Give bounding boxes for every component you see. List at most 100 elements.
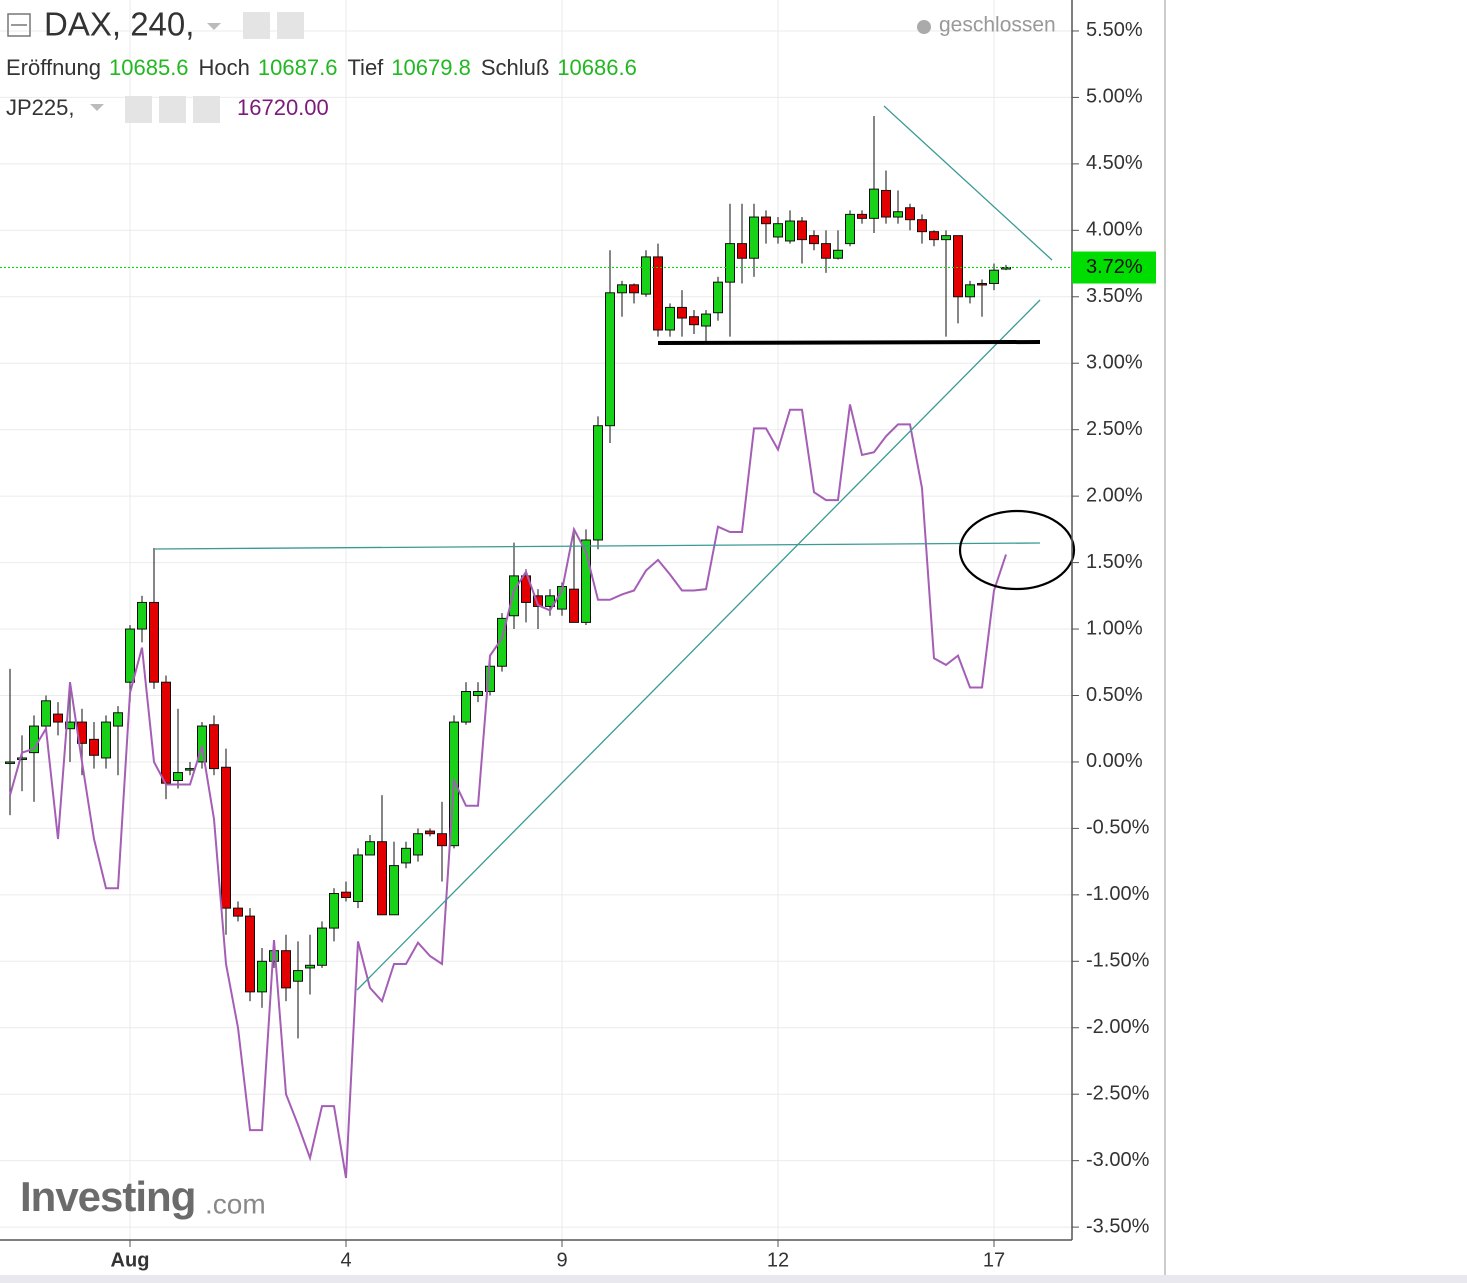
candle-body — [917, 219, 927, 233]
candle-body — [689, 316, 699, 326]
y-tick-label: 4.00% — [1086, 219, 1143, 241]
candle-body — [941, 235, 951, 241]
x-tick-label: 17 — [983, 1249, 1005, 1271]
y-tick-label: -1.00% — [1086, 883, 1150, 905]
candle-body — [341, 891, 351, 899]
candle-body — [113, 712, 123, 727]
candle-body — [773, 223, 783, 238]
compare-symbol: JP225, — [6, 95, 75, 120]
y-tick-label: -2.00% — [1086, 1016, 1150, 1038]
dropdown-icon[interactable] — [90, 104, 104, 111]
y-tick-label: 1.00% — [1086, 617, 1143, 639]
candle-body — [629, 284, 639, 294]
ohlc-label: Tief — [347, 55, 384, 80]
ohlc-value: 10679.8 — [391, 55, 471, 80]
candle-body — [641, 256, 651, 295]
candle-body — [809, 235, 819, 245]
bottom-strip — [0, 1275, 1467, 1283]
symbol: DAX, 240, — [44, 6, 194, 43]
eye-icon[interactable] — [125, 96, 152, 123]
candle-body — [401, 847, 411, 864]
y-tick-label: 3.00% — [1086, 352, 1143, 374]
x-tick-label: 9 — [556, 1249, 567, 1271]
y-tick-label: 0.50% — [1086, 684, 1143, 706]
y-tick-label: -1.50% — [1086, 950, 1150, 972]
candle-body — [881, 189, 891, 218]
candle-body — [869, 188, 879, 219]
candle-body — [785, 220, 795, 242]
candle-body — [521, 575, 531, 603]
candle-body — [437, 833, 447, 847]
logo-suffix: .com — [205, 1188, 266, 1219]
settings-icon[interactable] — [277, 12, 304, 39]
y-tick-label: 2.00% — [1086, 484, 1143, 506]
resistance-line — [154, 542, 1041, 550]
candle-body — [929, 231, 939, 241]
price-tag-label: 3.72% — [1086, 256, 1143, 278]
candle-body — [161, 681, 171, 784]
candle-body — [317, 927, 327, 966]
ohlc-value: 10687.6 — [258, 55, 338, 80]
ohlc-value: 10686.6 — [557, 55, 637, 80]
candle-body — [245, 915, 255, 993]
candle-body — [845, 213, 855, 245]
dropdown-icon[interactable] — [207, 23, 221, 30]
y-tick-label: 4.50% — [1086, 152, 1143, 174]
close-icon[interactable] — [193, 96, 220, 123]
candle-body — [617, 284, 627, 294]
candle-body — [377, 841, 387, 916]
ohlc-label: Schluß — [481, 55, 549, 80]
candle-body — [653, 256, 663, 331]
candle-body — [713, 281, 723, 314]
candle-body — [461, 691, 471, 723]
y-tick-label: 5.50% — [1086, 19, 1143, 41]
candle-body — [5, 761, 15, 764]
compare-value: 16720.00 — [237, 95, 329, 120]
candle-body — [65, 721, 75, 730]
trend-line — [356, 299, 1041, 991]
candle-body — [953, 235, 963, 298]
candle-body — [509, 575, 519, 617]
candle-body — [833, 249, 843, 259]
candle-body — [137, 601, 147, 630]
candle-body — [593, 425, 603, 541]
support-line — [657, 340, 1041, 345]
y-tick-label: -2.50% — [1086, 1082, 1150, 1104]
trend-line — [883, 105, 1053, 261]
candle-body — [569, 588, 579, 623]
candle-body — [41, 700, 51, 727]
candle-body — [149, 601, 159, 683]
candle-body — [125, 628, 135, 683]
candle-body — [425, 830, 435, 835]
candle-body — [497, 617, 507, 667]
candle-body — [281, 950, 291, 989]
eye-icon[interactable] — [243, 12, 270, 39]
candle-body — [221, 766, 231, 909]
candle-body — [581, 539, 591, 623]
candle-body — [701, 313, 711, 327]
compare-line — [9, 404, 1007, 1179]
candle-body — [977, 282, 987, 286]
candle-body — [89, 738, 99, 756]
candle-body — [725, 243, 735, 283]
logo: Investing — [20, 1173, 195, 1220]
candle-body — [965, 284, 975, 298]
candle-body — [353, 854, 363, 902]
candle-body — [797, 220, 807, 241]
price-tag — [1072, 251, 1156, 284]
candle-body — [329, 893, 339, 929]
settings-icon[interactable] — [159, 96, 186, 123]
collapse-icon[interactable] — [7, 13, 31, 37]
y-tick-label: 5.00% — [1086, 86, 1143, 108]
y-tick-label: 2.50% — [1086, 418, 1143, 440]
candle-body — [905, 207, 915, 221]
annotations — [154, 105, 1076, 991]
candle-body — [209, 724, 219, 770]
candle-body — [989, 269, 999, 284]
candle-body — [665, 306, 675, 331]
candle-body — [533, 595, 543, 607]
plot-area — [0, 116, 1072, 1179]
candle-body — [677, 306, 687, 319]
